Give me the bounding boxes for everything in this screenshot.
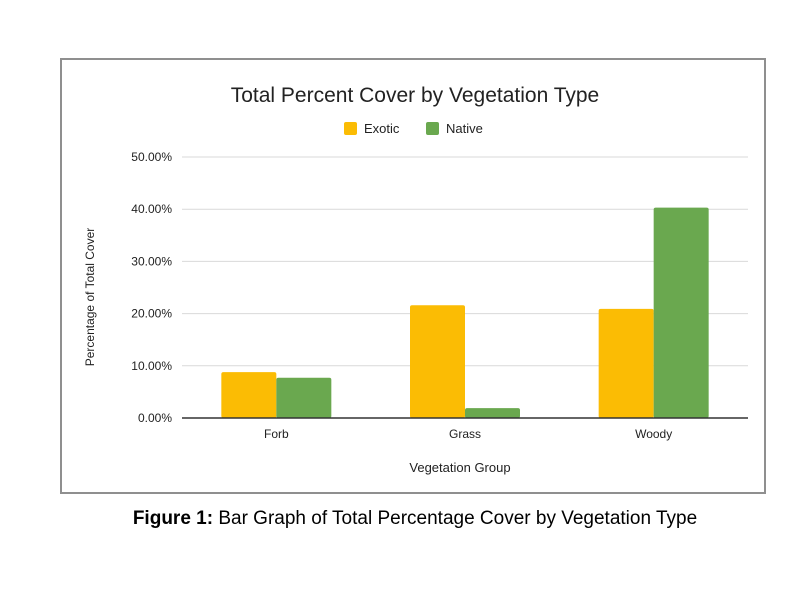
figure-caption: Figure 1: Bar Graph of Total Percentage … — [0, 508, 800, 530]
y-tick-label: 50.00% — [131, 150, 172, 164]
bar-chart: Total Percent Cover by Vegetation Type Ex… — [83, 84, 748, 475]
chart-title: Total Percent Cover by Vegetation Type — [231, 84, 600, 107]
x-tick-label: Forb — [264, 427, 289, 441]
caption-text: Bar Graph of Total Percentage Cover by V… — [213, 508, 698, 529]
x-tick-label: Woody — [635, 427, 672, 441]
y-axis-label: Percentage of Total Cover — [83, 228, 97, 367]
legend-label-native: Native — [446, 121, 483, 136]
legend-swatch-native — [426, 122, 439, 135]
legend-swatch-exotic — [344, 122, 357, 135]
y-tick-label: 0.00% — [138, 411, 172, 425]
y-tick-label: 10.00% — [131, 359, 172, 373]
chart-frame: Total Percent Cover by Vegetation Type Ex… — [60, 58, 766, 494]
bar-native-grass — [465, 408, 520, 418]
bar-exotic-grass — [410, 305, 465, 418]
y-tick-label: 20.00% — [131, 307, 172, 321]
y-tick-label: 40.00% — [131, 202, 172, 216]
x-axis-label: Vegetation Group — [409, 460, 510, 475]
caption-label: Figure 1: — [132, 508, 214, 529]
bar-native-forb — [276, 377, 332, 418]
bar-exotic-woody — [598, 308, 654, 418]
y-tick-label: 30.00% — [131, 254, 172, 268]
legend-label-exotic: Exotic — [364, 121, 400, 136]
x-tick-label: Grass — [449, 427, 481, 441]
bar-exotic-forb — [221, 372, 277, 418]
bar-native-woody — [653, 207, 709, 418]
